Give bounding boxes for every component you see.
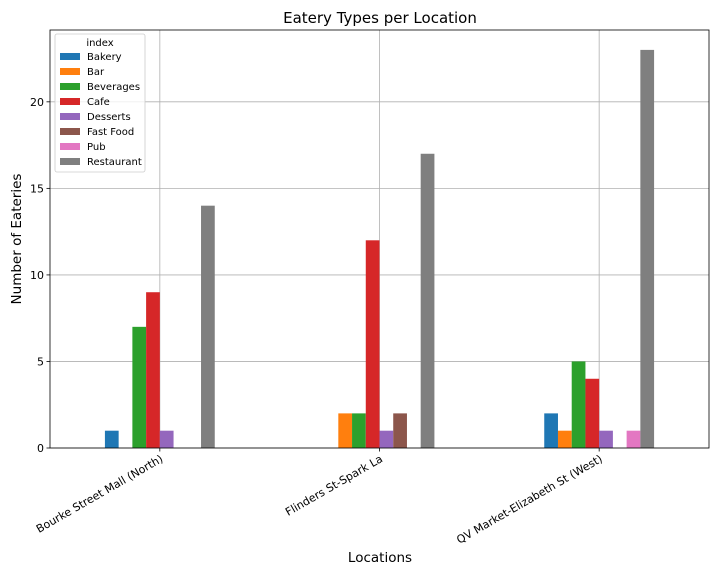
x-axis-label: Locations	[348, 550, 412, 566]
legend-swatch	[60, 98, 80, 105]
y-tick-label: 0	[37, 442, 44, 455]
bar-bakery	[544, 413, 558, 448]
legend-label: Fast Food	[87, 127, 134, 138]
bar-cafe	[365, 240, 380, 448]
legend-title: index	[86, 38, 113, 49]
bar-cafe	[585, 378, 600, 448]
legend-label: Restaurant	[87, 157, 142, 168]
bar-bakery	[104, 430, 119, 448]
bar-beverages	[352, 413, 366, 448]
x-tick-label: Flinders St-Spark La	[283, 452, 385, 518]
legend-swatch	[60, 53, 80, 60]
y-tick-label: 15	[30, 182, 44, 195]
legend-swatch	[60, 158, 80, 165]
y-tick-label: 10	[30, 269, 44, 282]
bars	[104, 49, 655, 449]
legend: index Bakery Bar Beverages Cafe Desserts Fast …	[54, 33, 146, 173]
legend-label: Bakery	[87, 52, 122, 63]
chart-title: Eatery Types per Location	[283, 9, 477, 27]
legend-label: Beverages	[87, 82, 140, 93]
bar-restaurant	[201, 205, 215, 448]
bar-fast-food	[393, 413, 407, 448]
legend-label: Cafe	[87, 97, 110, 108]
y-tick-label: 20	[30, 96, 44, 109]
y-axis-label: Number of Eateries	[9, 174, 25, 305]
x-tick-label: Bourke Street Mall (North)	[34, 452, 165, 535]
legend-swatch	[60, 68, 80, 75]
legend-swatch	[60, 128, 80, 135]
legend-label: Bar	[87, 67, 105, 78]
y-axis: 0 5 10 15 20	[30, 96, 50, 455]
bar-restaurant	[420, 153, 435, 449]
bar-desserts	[379, 430, 394, 448]
bar-pub	[626, 430, 641, 448]
bar-beverages	[132, 326, 147, 448]
legend-label: Desserts	[87, 112, 131, 123]
bar-beverages	[571, 361, 586, 448]
legend-swatch	[60, 113, 80, 120]
legend-swatch	[60, 143, 80, 150]
bar-bar	[338, 413, 353, 448]
bar-restaurant	[640, 49, 655, 449]
bar-desserts	[599, 430, 613, 448]
bar-desserts	[159, 430, 174, 448]
x-axis: Bourke Street Mall (North) Flinders St-Sp…	[34, 448, 605, 547]
bar-bar	[557, 430, 572, 448]
x-tick-label: QV Market-Elizabeth St (West)	[454, 452, 604, 546]
y-tick-label: 5	[37, 355, 44, 368]
legend-swatch	[60, 83, 80, 90]
legend-label: Pub	[87, 142, 106, 153]
bar-cafe	[146, 292, 160, 448]
